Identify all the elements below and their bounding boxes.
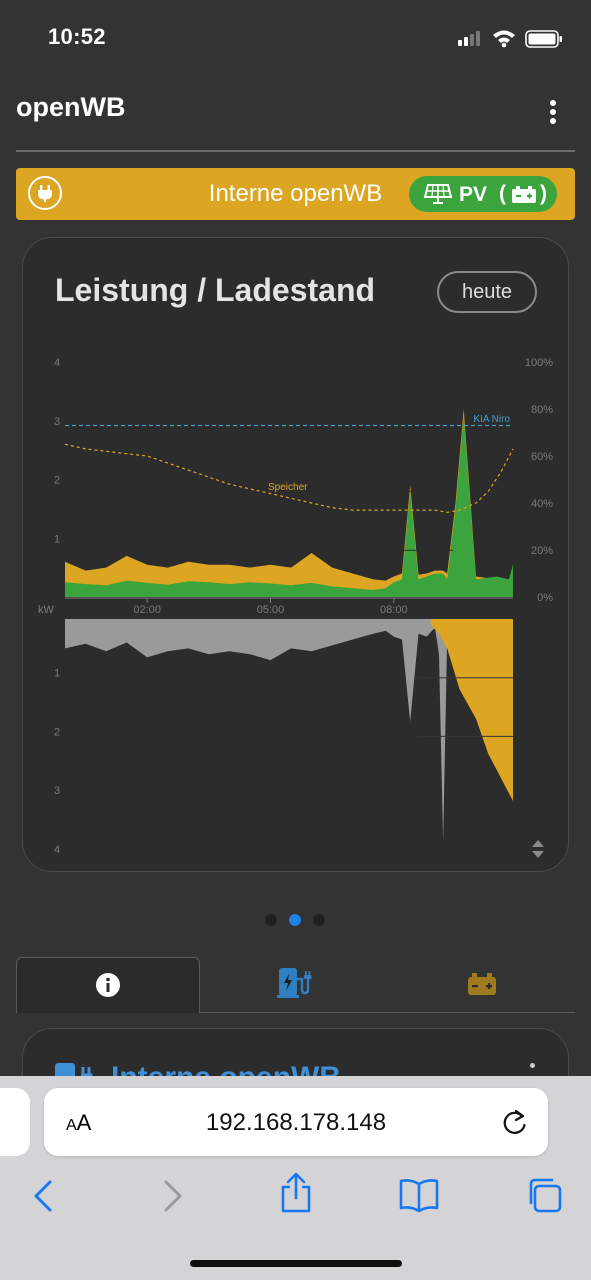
pager-dot-1[interactable] (265, 914, 277, 926)
series-pv-area (65, 415, 513, 597)
y-tick-right-60pct: 60% (531, 451, 553, 463)
app-title: openWB (16, 92, 126, 122)
y-tick-bottom-4: 4 (54, 844, 60, 856)
y-tick-right-40pct: 40% (531, 498, 553, 510)
text-size-large-a: A (76, 1110, 92, 1135)
forward-icon[interactable] (156, 1178, 188, 1214)
tabs-icon[interactable] (526, 1176, 566, 1216)
header-divider (16, 150, 575, 152)
series-hausverbrauch-area (65, 409, 513, 597)
pager-dot-2-active[interactable] (289, 914, 301, 926)
x-axis-unit: kW (38, 604, 55, 616)
info-icon (96, 973, 120, 997)
y-tick-top-4: 4 (54, 357, 60, 369)
pv-label: PV (459, 183, 488, 206)
series-batterie-area (430, 619, 513, 801)
chart-title: Leistung / Ladestand (55, 272, 376, 308)
power-chart: KIA Niro Speicher 4 3 2 1 1 2 3 4 100% 80% 60% 40% 20%… (38, 357, 553, 858)
battery-status-icon (525, 30, 562, 48)
y-tick-top-1: 1 (54, 533, 60, 545)
y-tick-right-0pct: 0% (537, 592, 553, 604)
series-netzbezug-area (65, 619, 448, 843)
paren-open: ( (499, 182, 506, 205)
tab-divider (200, 1012, 575, 1013)
chargepoint-title: Interne openWB (208, 180, 383, 207)
reload-icon[interactable] (500, 1108, 530, 1138)
address-bar[interactable]: AA 192.168.178.148 (44, 1088, 548, 1156)
x-tick-08:00: 08:00 (380, 604, 408, 616)
charging-station-icon[interactable] (276, 966, 312, 1000)
paren-close: ) (540, 182, 547, 205)
y-tick-top-3: 3 (54, 416, 60, 428)
pager-dot-3[interactable] (313, 914, 325, 926)
power-chart-card: Leistung / Ladestand heute KIA Niro Speic… (22, 237, 569, 872)
tab-info[interactable] (16, 957, 200, 1013)
y-tick-bottom-2: 2 (54, 726, 60, 738)
annotation-kia-niro: KIA Niro (473, 414, 510, 425)
y-tick-bottom-1: 1 (54, 668, 60, 680)
text-size-button[interactable]: AA (66, 1110, 91, 1136)
y-tick-top-2: 2 (54, 475, 60, 487)
battery-tab-icon[interactable] (467, 972, 497, 996)
card-menu-icon[interactable] (530, 1063, 535, 1068)
y-tick-right-100pct: 100% (525, 357, 553, 369)
series-speicher-line (64, 443, 514, 514)
y-tick-right-20pct: 20% (531, 545, 553, 557)
more-vertical-icon[interactable] (540, 96, 568, 128)
solar-panel-icon (423, 184, 453, 204)
pv-mode-badge[interactable]: PV ( ) (409, 176, 557, 212)
status-time: 10:52 (48, 24, 106, 49)
date-range-button[interactable]: heute (437, 271, 537, 313)
back-icon[interactable] (28, 1178, 60, 1214)
bookmarks-icon[interactable] (398, 1178, 440, 1214)
chart-zoom-toggle-icon (532, 840, 544, 858)
x-tick-02:00: 02:00 (133, 604, 161, 616)
y-tick-bottom-3: 3 (54, 785, 60, 797)
annotation-speicher: Speicher (268, 482, 308, 493)
url-text[interactable]: 192.168.178.148 (205, 1109, 387, 1136)
cellular-signal-icon (458, 31, 480, 46)
plug-icon[interactable] (28, 176, 62, 210)
text-size-small-a: A (66, 1117, 77, 1134)
x-tick-05:00: 05:00 (257, 604, 285, 616)
chargepoint-banner[interactable]: Interne openWB PV ( ) (16, 168, 575, 220)
battery-icon (512, 186, 536, 203)
previous-tab-preview[interactable] (0, 1088, 30, 1156)
home-indicator (190, 1260, 402, 1267)
wifi-icon (493, 30, 515, 48)
y-tick-right-80pct: 80% (531, 404, 553, 416)
browser-toolbar: AA 192.168.178.148 (0, 1076, 591, 1280)
share-icon[interactable] (278, 1172, 314, 1214)
status-icons (458, 30, 562, 48)
